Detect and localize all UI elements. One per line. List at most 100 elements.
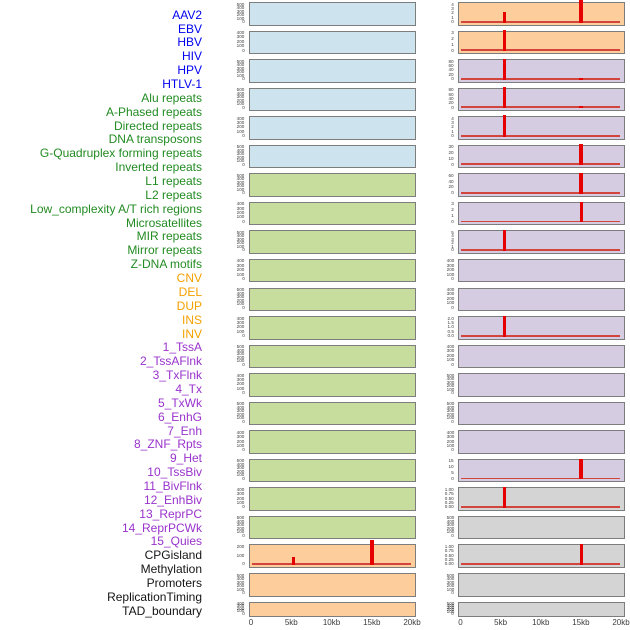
y-axis-tick-label: 200: [236, 240, 245, 247]
y-axis-tick-label: 20: [448, 100, 454, 107]
y-axis-tick-group: 1.00 0.75 0.50 0.25 0.00: [430, 544, 456, 568]
y-axis-tick-label: 0.25: [445, 557, 454, 563]
feature-panel: [248, 287, 416, 311]
y-axis-tick-label: 500: [236, 144, 245, 151]
y-axis-tick-label: 200: [446, 583, 454, 589]
y-axis-tick-label: 100: [236, 158, 245, 165]
y-axis-tick-label: 4: [451, 115, 454, 122]
y-axis-tick-group: 400 300 200 100 0: [221, 259, 247, 283]
x-axis-tick-label: 10kb: [532, 618, 550, 627]
y-axis-tick-label: 200: [236, 469, 245, 475]
signal-baseline: [461, 506, 620, 508]
y-axis-tick-label: 60: [448, 173, 454, 179]
y-axis-tick-label: 1: [451, 129, 454, 135]
y-axis-tick-label: 100: [236, 500, 245, 506]
y-axis-tick-label: 100: [446, 586, 454, 593]
feature-label: ReplicationTiming: [107, 589, 202, 604]
y-axis-tick-label: 5: [451, 470, 454, 476]
signal-baseline: [461, 477, 620, 480]
y-axis-tick-label: 0: [241, 610, 245, 617]
feature-panel: [458, 58, 625, 83]
y-axis-tick-label: 4: [451, 1, 454, 8]
y-axis-tick-label: 300: [236, 120, 245, 126]
y-axis-tick-label: 100: [236, 386, 245, 392]
y-axis-tick-label: 10: [448, 156, 454, 162]
y-axis-tick-label: 300: [446, 408, 454, 414]
signal-spike: [502, 30, 506, 52]
y-axis-tick-label: 2: [451, 36, 454, 42]
y-axis-tick-label: 2: [451, 240, 454, 247]
y-axis-tick-label: 0.25: [445, 500, 454, 506]
y-axis-tick-label: 100: [236, 586, 245, 593]
y-axis-tick-label: 100: [236, 328, 245, 335]
feature-panel: [458, 344, 625, 369]
feature-label: AAV2: [172, 7, 202, 22]
feature-panel: [248, 373, 416, 397]
y-axis-tick-group: 400 300 200 100 0: [430, 345, 456, 369]
y-axis-tick-label: 500: [446, 601, 454, 607]
y-axis-tick-label: 200: [446, 607, 454, 613]
y-axis-tick-label: 200: [446, 383, 454, 389]
y-axis-tick-label: 0: [241, 190, 245, 197]
y-axis-tick-label: 60: [448, 63, 454, 69]
y-axis-tick-label: 0: [451, 47, 454, 54]
y-axis-tick-label: 0: [241, 276, 245, 282]
y-axis-tick-label: 5: [451, 230, 454, 236]
feature-label: HPV: [177, 63, 202, 78]
feature-label: Promoters: [146, 576, 202, 591]
signal-baseline: [461, 192, 620, 194]
y-axis-tick-label: 0: [451, 190, 454, 197]
feature-panel: [458, 173, 625, 197]
y-axis-tick-label: 40: [448, 178, 454, 185]
signal-spike: [502, 87, 506, 109]
feature-label: Methylation: [140, 562, 202, 577]
feature-label: L2 repeats: [145, 187, 202, 202]
y-axis-tick-label: 2: [451, 124, 454, 131]
y-axis-tick-label: 0: [451, 361, 454, 368]
y-axis-tick-group: 400 300 200 100 0: [430, 259, 456, 283]
y-axis-tick-label: 200: [236, 297, 245, 304]
feature-label: 8_ZNF_Rpts: [133, 437, 202, 452]
feature-panel: [248, 573, 416, 597]
y-axis-tick-label: 300: [236, 465, 245, 472]
y-axis-tick-label: 3: [451, 237, 454, 243]
y-axis-tick-label: 400: [446, 603, 454, 609]
y-axis-tick-label: 400: [236, 430, 245, 436]
signal-spike: [502, 58, 506, 80]
signal-spike: [292, 556, 296, 565]
y-axis-tick-label: 20: [448, 150, 454, 156]
x-axis-tick-label: 0: [458, 618, 463, 627]
feature-panel: [248, 144, 416, 169]
y-axis-tick-label: 500: [236, 287, 245, 293]
y-axis-tick-label: 200: [236, 606, 245, 612]
y-axis-tick-label: 400: [236, 487, 245, 493]
y-axis-tick-label: 0: [241, 76, 245, 82]
y-axis-tick-label: 0: [241, 390, 245, 396]
feature-label: 5_TxWk: [157, 395, 202, 410]
y-axis-tick-label: 2.0: [447, 315, 454, 322]
feature-panel: [248, 316, 416, 340]
feature-label: INS: [181, 312, 202, 327]
y-axis-tick-label: 0: [241, 476, 245, 482]
y-axis-tick-label: 400: [236, 233, 245, 240]
y-axis-tick-label: 200: [236, 438, 245, 445]
y-axis-tick-label: 200: [236, 183, 245, 190]
feature-panel: [248, 230, 416, 254]
feature-panel: [458, 287, 625, 311]
y-axis-tick-label: 400: [446, 287, 454, 293]
signal-spike: [502, 487, 506, 508]
y-axis-tick-label: 400: [446, 344, 454, 350]
feature-panel: [458, 458, 625, 483]
y-axis-tick-label: 500: [236, 87, 245, 93]
y-axis-tick-label: 300: [236, 579, 245, 586]
x-axis-tick-label: 15kb: [363, 618, 381, 627]
y-axis-tick-group: 400 300 200 100 0: [221, 316, 247, 340]
y-axis-tick-label: 0: [241, 533, 245, 539]
y-axis-tick-label: 500: [446, 372, 454, 379]
y-axis-tick-label: 1.5: [447, 320, 454, 326]
y-axis-tick-label: 200: [236, 97, 245, 104]
feature-label: A-Phased repeats: [105, 104, 202, 119]
signal-spike: [579, 173, 583, 194]
